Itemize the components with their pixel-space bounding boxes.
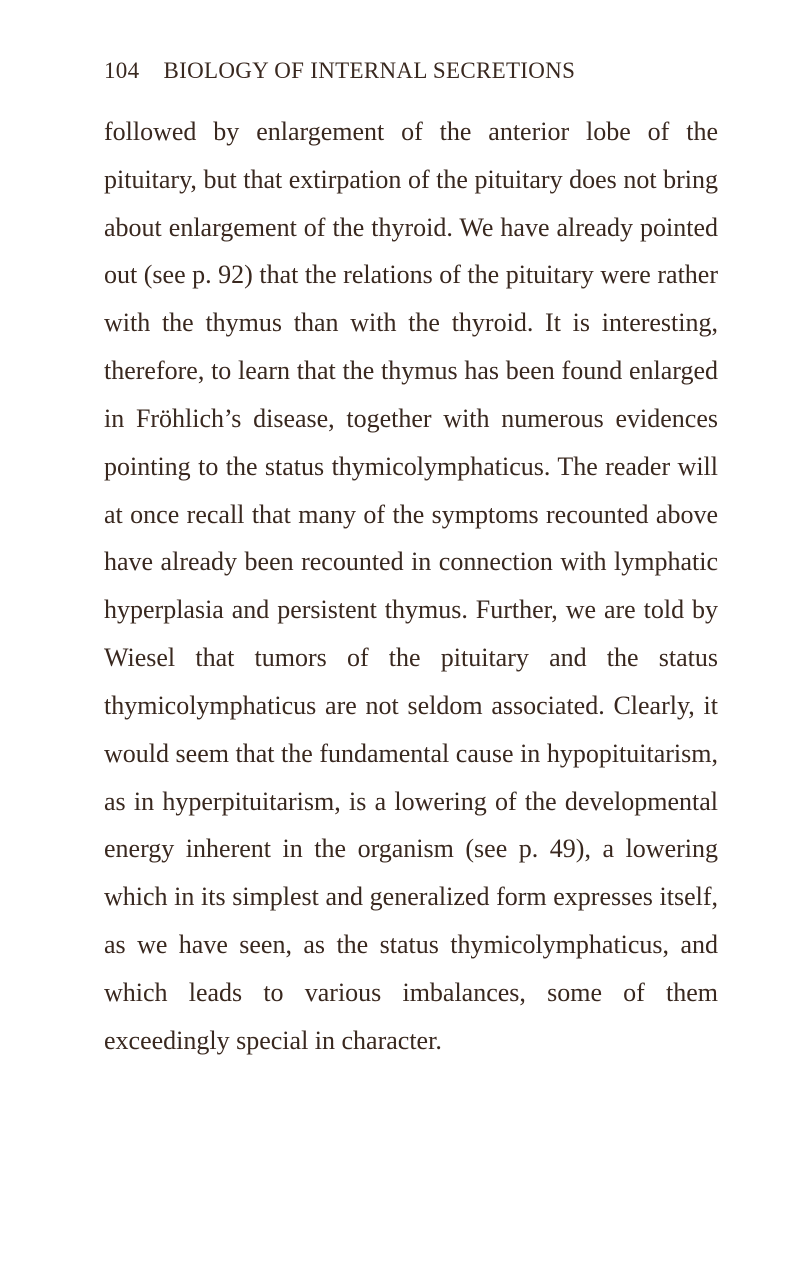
body-paragraph: followed by enlargement of the anterior … xyxy=(104,108,718,1065)
running-header: 104 BIOLOGY OF INTERNAL SECRETIONS xyxy=(104,58,718,84)
running-title: BIOLOGY OF INTERNAL SECRETIONS xyxy=(163,58,575,83)
page: 104 BIOLOGY OF INTERNAL SECRETIONS follo… xyxy=(0,0,800,1273)
page-number: 104 xyxy=(104,58,139,84)
